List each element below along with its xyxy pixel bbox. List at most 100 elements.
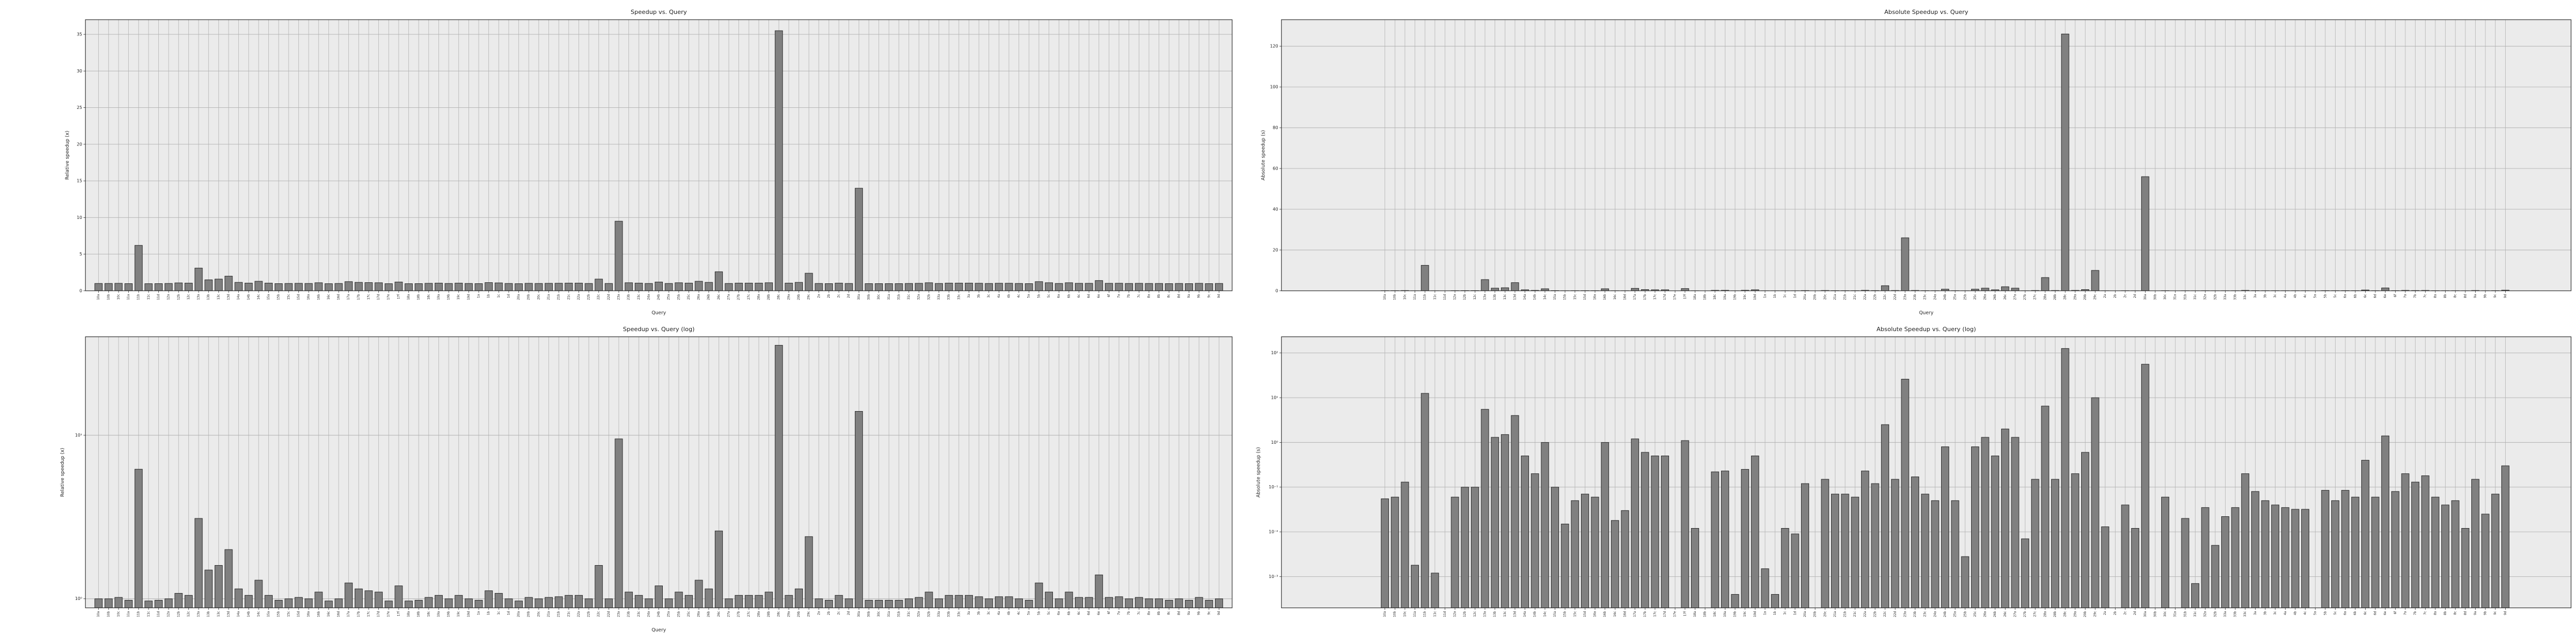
x-tick-label: 25a [1954, 294, 1957, 300]
x-tick-label: 27b [737, 611, 741, 617]
x-tick-label: 33c [2244, 611, 2247, 617]
bar [144, 601, 153, 608]
bar [964, 595, 973, 608]
bar [845, 598, 853, 608]
x-tick-label: 18b [418, 294, 421, 300]
x-tick-label: 13a [1484, 611, 1487, 617]
x-tick-label: 12a [167, 294, 171, 300]
x-tick-label: 18c [1714, 611, 1717, 617]
bar [625, 282, 633, 291]
y-axis-label: Absolute speedup (s) [1261, 130, 1267, 180]
bar [1481, 279, 1489, 291]
bar [1195, 597, 1203, 608]
x-tick-label: 24a [1934, 294, 1937, 300]
bar [1911, 477, 1920, 608]
x-tick-label: 17c [367, 611, 370, 617]
bar [895, 283, 903, 291]
x-tick-label: 11c [147, 294, 150, 300]
y-tick-label: 10¹ [75, 433, 82, 438]
x-tick-label: 24b [1944, 294, 1947, 300]
x-tick-label: 5c [2334, 294, 2337, 298]
x-tick-label: 18b [1704, 294, 1707, 300]
x-tick-label: 12c [1474, 294, 1477, 300]
x-tick-label: 3c [987, 611, 991, 615]
x-tick-label: 2a [817, 611, 821, 615]
bar [955, 283, 963, 291]
bar [1761, 568, 1769, 608]
x-tick-label: 32b [2214, 611, 2217, 617]
x-tick-label: 10b [107, 611, 111, 617]
x-tick-label: 9d [2504, 611, 2507, 615]
x-tick-label: 4b [2294, 294, 2297, 298]
bar [1155, 283, 1163, 291]
x-tick-label: 27c [2034, 611, 2037, 617]
bar [925, 591, 933, 608]
bar [474, 283, 483, 291]
bar [914, 283, 923, 291]
x-tick-label: 20c [537, 294, 540, 300]
x-tick-label: 31c [908, 611, 911, 617]
x-tick-label: 7a [1118, 611, 1121, 615]
x-tick-label: 7b [1128, 294, 1131, 298]
x-tick-label: 7b [2414, 611, 2417, 615]
x-tick-label: 6c [1078, 294, 1081, 298]
bar [664, 598, 673, 608]
bar [1791, 533, 1799, 608]
bar [444, 598, 453, 608]
x-tick-label: 1d [1794, 611, 1797, 615]
x-tick-label: 15d [1584, 611, 1587, 617]
bar [364, 282, 373, 291]
x-tick-label: 26a [698, 611, 701, 617]
x-tick-label: 16d [1623, 611, 1627, 617]
x-tick-label: 24a [647, 611, 650, 617]
x-tick-label: 17a [347, 611, 350, 617]
x-tick-label: 8a [1147, 294, 1151, 298]
bar [314, 591, 323, 608]
bar [144, 283, 153, 291]
x-tick-label: 14a [237, 611, 240, 617]
x-tick-label: 32b [927, 294, 931, 300]
y-tick-label: 40 [1273, 207, 1278, 211]
bar [625, 591, 633, 608]
x-tick-label: 29b [797, 294, 801, 300]
x-tick-label: 12a [167, 611, 171, 617]
bar [384, 601, 393, 608]
bar [875, 599, 883, 608]
bar [845, 283, 853, 291]
x-tick-label: 6b [1067, 611, 1071, 615]
x-tick-label: 29a [787, 611, 791, 617]
x-tick-label: 14c [257, 294, 260, 300]
x-tick-label: 18c [427, 294, 430, 300]
bar [1005, 283, 1013, 291]
bar [1941, 289, 1949, 291]
x-tick-label: 14c [257, 611, 260, 617]
bar [1381, 498, 1389, 608]
x-tick-label: 22c [597, 294, 601, 300]
bar [2221, 516, 2229, 608]
bar [1175, 283, 1183, 291]
bar [1075, 597, 1083, 608]
bar [354, 588, 363, 608]
bar [1751, 456, 1759, 608]
x-tick-label: 19c [1744, 294, 1747, 300]
bar [1771, 594, 1780, 608]
bar [1901, 378, 1909, 608]
x-tick-label: 13d [1513, 294, 1517, 300]
bar [155, 599, 163, 608]
x-tick-label: 15b [277, 611, 281, 617]
bar [705, 588, 713, 608]
x-tick-label: 11a [1414, 611, 1417, 617]
bar [1901, 237, 1909, 291]
x-tick-label: 16a [1594, 294, 1597, 300]
y-tick-label: 80 [1273, 126, 1278, 130]
x-tick-label: 3a [968, 611, 971, 615]
bar [1681, 288, 1689, 291]
x-tick-label: 17e [1674, 611, 1677, 617]
bar [1821, 479, 1829, 608]
bar [2361, 460, 2369, 608]
x-tick-label: 5a [2314, 611, 2317, 615]
y-tick-label: 10⁻³ [1269, 574, 1278, 579]
bar [854, 411, 863, 608]
bar [405, 601, 413, 608]
x-tick-label: 5c [1048, 611, 1051, 615]
